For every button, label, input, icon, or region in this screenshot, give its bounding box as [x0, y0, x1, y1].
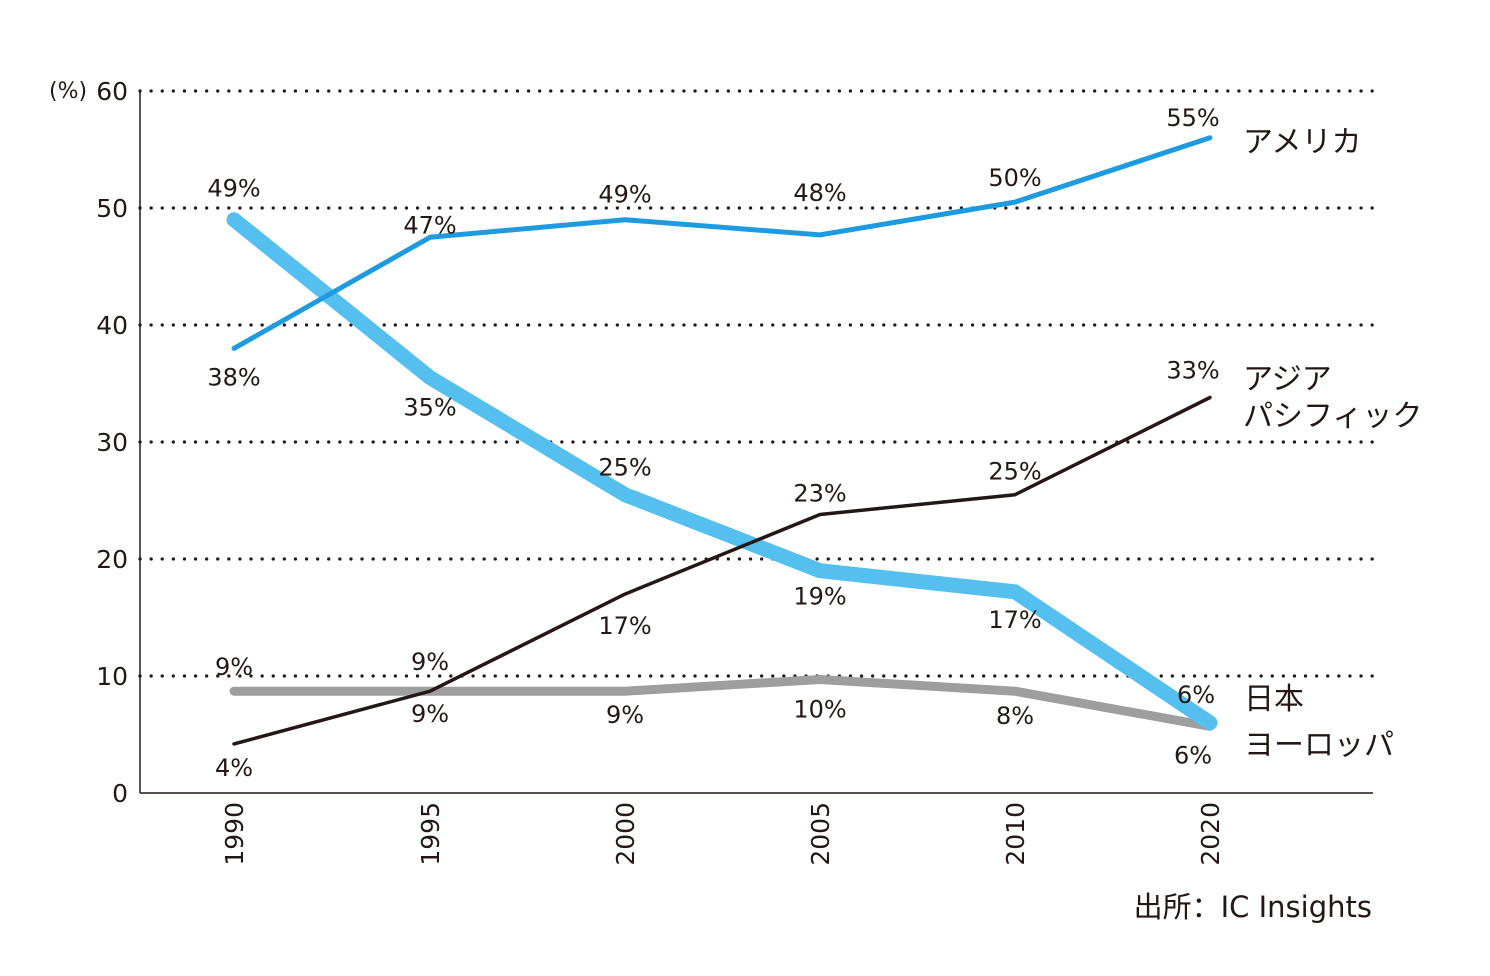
data-label-europe-2000: 9%: [606, 701, 644, 729]
data-label-asia-pacific-2005: 23%: [793, 480, 846, 508]
series-name-europe: ヨーロッパ: [1244, 728, 1394, 763]
x-tick-label-2005: 2005: [806, 802, 835, 866]
source-note: 出所：IC Insights: [1134, 890, 1372, 924]
x-tick-label-1995: 1995: [416, 802, 445, 866]
data-label-america-1990: 38%: [207, 363, 260, 391]
data-label-america-1995: 47%: [403, 211, 456, 239]
series-line-asia-pacific: [232, 395, 1212, 746]
y-tick-label-10: 10: [96, 662, 128, 691]
series-name-asia-pacific: アジア: [1243, 362, 1332, 397]
x-tick-label-2000: 2000: [611, 802, 640, 866]
y-axis-unit-label: (%): [49, 79, 87, 104]
data-label-america-2000: 49%: [598, 181, 651, 209]
data-label-japan-2020: 6%: [1177, 681, 1215, 709]
data-label-europe-1990: 9%: [215, 653, 253, 681]
y-tick-label-20: 20: [96, 545, 128, 574]
x-tick-label-2010: 2010: [1001, 802, 1030, 866]
data-label-europe-1995: 9%: [411, 700, 449, 728]
x-tick-label-2020: 2020: [1196, 802, 1225, 866]
data-label-japan-2005: 19%: [793, 583, 846, 611]
data-label-asia-pacific-2010: 25%: [988, 458, 1041, 486]
x-tick-label-1990: 1990: [220, 802, 249, 866]
axes: 0 10 20 30 40 50 60 1990 1995 2000 2005 2010 2020: [96, 77, 1373, 866]
data-label-europe-2005: 10%: [793, 696, 846, 724]
data-label-america-2010: 50%: [988, 164, 1041, 192]
y-tick-label-30: 30: [96, 428, 128, 457]
y-tick-label-40: 40: [96, 311, 128, 340]
data-label-japan-1995: 35%: [403, 394, 456, 422]
series-line-america: [231, 135, 1213, 351]
series-line-japan: [226, 212, 1218, 731]
data-label-europe-2020: 6%: [1174, 741, 1212, 769]
data-label-europe-2010: 8%: [996, 702, 1034, 730]
data-labels: 38% 47% 49% 48% 50% 55% 49% 35% 25% 19% 17% 6% 4% 9% 1…: [207, 104, 1219, 782]
data-label-asia-pacific-2020: 33%: [1166, 357, 1219, 385]
series-line-europe: [229, 675, 1215, 731]
y-tick-label-60: 60: [96, 77, 128, 106]
data-label-japan-2000: 25%: [598, 454, 651, 482]
series-name-asia-pacific-2: パシフィック: [1243, 399, 1422, 434]
y-tick-label-0: 0: [112, 779, 128, 808]
data-label-asia-pacific-1990: 4%: [215, 754, 253, 782]
data-label-america-2020: 55%: [1166, 104, 1219, 132]
data-label-japan-2010: 17%: [988, 606, 1041, 634]
series-name-america: アメリカ: [1243, 125, 1362, 160]
data-label-japan-1990: 49%: [207, 175, 260, 203]
series-lines: [226, 135, 1218, 746]
data-label-asia-pacific-2000: 17%: [598, 612, 651, 640]
y-tick-label-50: 50: [96, 194, 128, 223]
data-label-asia-pacific-1995: 9%: [411, 648, 449, 676]
data-label-america-2005: 48%: [793, 179, 846, 207]
series-name-japan: 日本: [1244, 682, 1304, 717]
